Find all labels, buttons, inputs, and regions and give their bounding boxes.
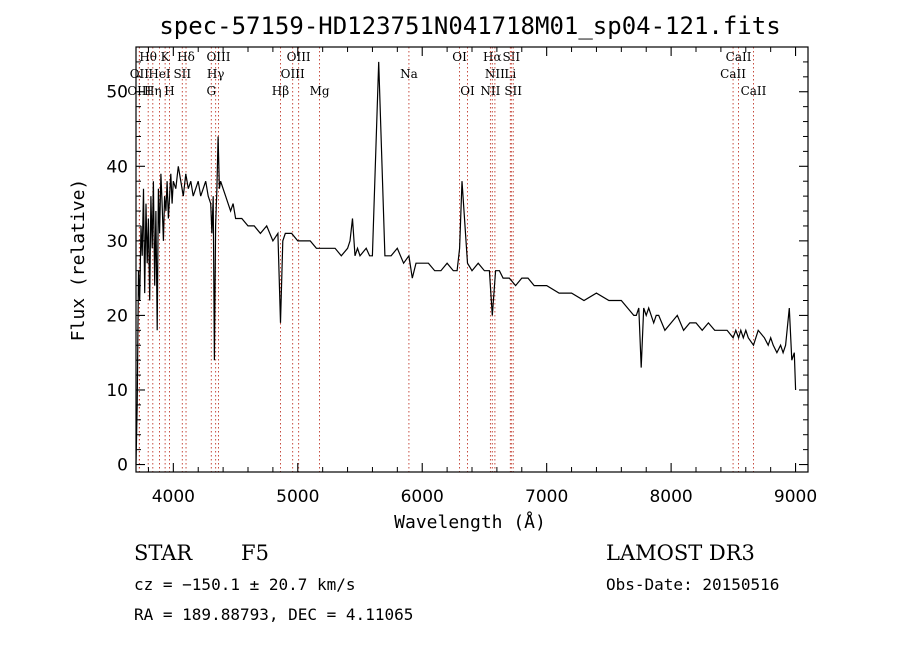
y-tick-label: 20 [106,306,128,326]
spectral-line-label: SII [504,84,522,98]
spectral-line-label: NII [485,67,505,81]
spectral-line-label: K [161,50,171,64]
y-axis-label: Flux (relative) [68,179,89,342]
redshift-cz: cz = −150.1 ± 20.7 km/s [134,575,356,594]
ra-dec: RA = 189.88793, DEC = 4.11065 [134,605,413,624]
spectral-line-label: Hδ [177,50,195,64]
obs-date: Obs-Date: 20150516 [606,575,779,594]
y-tick-label: 0 [117,456,128,476]
spectral-line-label: Li [504,67,516,81]
spectral-line-label: NII [480,84,500,98]
spectral-line-label: SII [173,67,191,81]
spectral-line-label: SII [502,50,520,64]
spectral-line-label: OIII [287,50,311,64]
spectrum-series-line [135,61,797,465]
spectral-line-label: OI [460,84,475,98]
y-tick-label: 40 [106,157,128,177]
spectral-line-label: Hγ [207,67,225,81]
spectral-line-label: OII [130,67,150,81]
spectral-line-label: OIII [281,67,305,81]
y-tick-label: 50 [106,83,128,103]
y-tick-label: 30 [106,232,128,252]
axis-ticks-layer: 4000 5000 6000 7000 8000 9000 0 10 20 30 40 50 [106,47,817,507]
object-class: STAR [134,541,193,565]
x-tick-label: 7000 [525,487,568,507]
x-axis-label: Wavelength (Å) [394,511,546,533]
spectrum-layer [135,61,797,465]
spectral-line-label: G [206,84,216,98]
x-tick-label: 5000 [276,487,319,507]
spectral-line-label: OI [452,50,467,64]
spectral-line-label: Hβ [272,84,289,98]
spectral-line-label: OIII [127,84,151,98]
spectral-line-label: Hα [483,50,502,64]
x-tick-label: 4000 [152,487,195,507]
spectral-line-label: HeI [148,67,171,81]
x-tick-label: 6000 [401,487,444,507]
plot-frame [135,46,809,473]
spectral-line-label: CaII [726,50,752,64]
spectral-line-label: Mg [310,84,330,98]
y-tick-label: 10 [106,381,128,401]
spectral-line-label: Na [400,67,418,81]
chart-title: spec-57159-HD123751N041718M01_sp04-121.f… [159,12,780,40]
survey-name: LAMOST DR3 [606,541,755,565]
spectral-line-label: CaII [741,84,767,98]
spectral-line-label: OIII [206,50,230,64]
object-subclass: F5 [241,541,269,565]
x-tick-label: 9000 [774,487,817,507]
spectral-line-label: H [164,84,174,98]
spectral-line-label: Hη [144,84,162,98]
spectral-line-label: CaII [720,67,746,81]
x-tick-label: 8000 [649,487,692,507]
spectral-line-label: Hθ [139,50,157,64]
